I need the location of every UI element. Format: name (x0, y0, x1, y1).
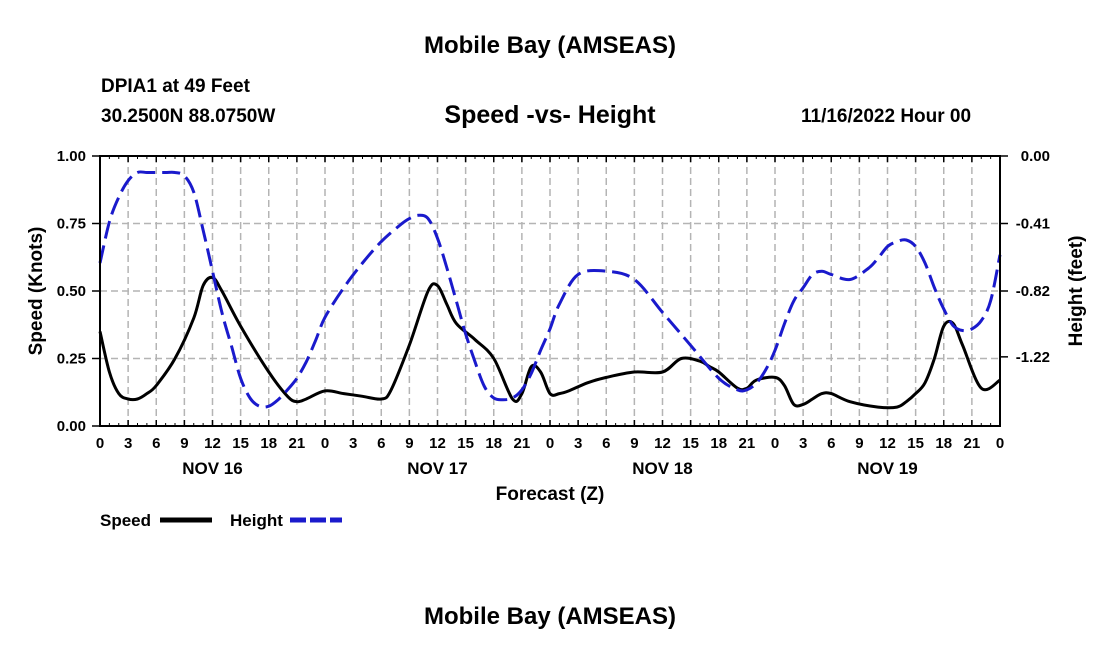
day-label: NOV 19 (857, 459, 917, 478)
x-tick-label: 12 (429, 435, 446, 452)
x-tick-label: 9 (855, 435, 863, 452)
series-lines (98, 170, 1002, 410)
x-tick-label: 6 (602, 435, 610, 452)
x-tick-label: 6 (377, 435, 385, 452)
legend-height-label: Height (230, 511, 283, 530)
x-tick-label: 9 (180, 435, 188, 452)
legend-speed-label: Speed (100, 511, 151, 530)
y-tick-label: 0.75 (57, 216, 86, 233)
y-tick-label: 1.00 (57, 148, 86, 165)
x-tick-label: 18 (935, 435, 952, 452)
grid-lines (100, 156, 1000, 426)
footer-title: Mobile Bay (AMSEAS) (423, 603, 677, 630)
y2-tick-label: 0.00 (1021, 148, 1050, 165)
x-tick-label: 15 (232, 435, 249, 452)
y2-tick-label: -0.41 (1016, 216, 1050, 233)
forecast-datetime: 11/16/2022 Hour 00 (801, 106, 972, 127)
legend: Speed Height (100, 511, 342, 530)
x-tick-label: 3 (574, 435, 582, 452)
x-tick-label: 3 (124, 435, 132, 452)
x-tick-label: 21 (289, 435, 306, 452)
x-tick-label: 12 (204, 435, 221, 452)
y-tick-label: 0.25 (57, 351, 86, 368)
x-tick-label: 0 (546, 435, 554, 452)
x-tick-label: 18 (485, 435, 502, 452)
chart-subtitle: Speed -vs- Height (444, 101, 656, 129)
y2-axis-title: Height (feet) (1066, 236, 1087, 347)
y2-tick-label: -1.22 (1016, 349, 1050, 366)
x-tick-label: 18 (260, 435, 277, 452)
x-tick-label: 6 (827, 435, 835, 452)
x-tick-label: 3 (799, 435, 807, 452)
speed-series-line (98, 275, 1001, 410)
x-tick-label: 6 (152, 435, 160, 452)
x-tick-label: 21 (964, 435, 981, 452)
x-tick-label: 0 (321, 435, 329, 452)
x-tick-label: 0 (771, 435, 779, 452)
x-tick-label: 0 (996, 435, 1004, 452)
x-tick-label: 12 (879, 435, 896, 452)
y2-tick-label: -0.82 (1016, 283, 1050, 300)
x-tick-label: 9 (405, 435, 413, 452)
x-tick-label: 3 (349, 435, 357, 452)
x-tick-label: 9 (630, 435, 638, 452)
y-tick-label: 0.50 (57, 283, 86, 300)
x-axis-title: Forecast (Z) (496, 484, 605, 505)
y-axis-title: Speed (Knots) (26, 227, 47, 356)
x-tick-label: 21 (739, 435, 756, 452)
x-tick-label: 15 (682, 435, 699, 452)
x-tick-label: 12 (654, 435, 671, 452)
x-tick-label: 15 (907, 435, 924, 452)
station-label: DPIA1 at 49 Feet (101, 76, 250, 97)
y-tick-label: 0.00 (57, 418, 86, 435)
x-tick-label: 0 (96, 435, 104, 452)
coordinates-label: 30.2500N 88.0750W (101, 106, 276, 127)
x-tick-label: 15 (457, 435, 474, 452)
x-tick-label: 21 (514, 435, 531, 452)
day-label: NOV 17 (407, 459, 467, 478)
x-tick-label: 18 (710, 435, 727, 452)
axis-labels: 0 3 6 9 12 15 18 21 0 3 6 9 12 15 18 21 0 3 6 9 12 15 18 21 0 3 6 9… (26, 148, 1087, 505)
axis-ticks (92, 155, 1008, 427)
height-series-line (98, 170, 1002, 409)
day-label: NOV 16 (182, 459, 242, 478)
day-label: NOV 18 (632, 459, 692, 478)
chart-main-title: Mobile Bay (AMSEAS) (423, 32, 677, 59)
